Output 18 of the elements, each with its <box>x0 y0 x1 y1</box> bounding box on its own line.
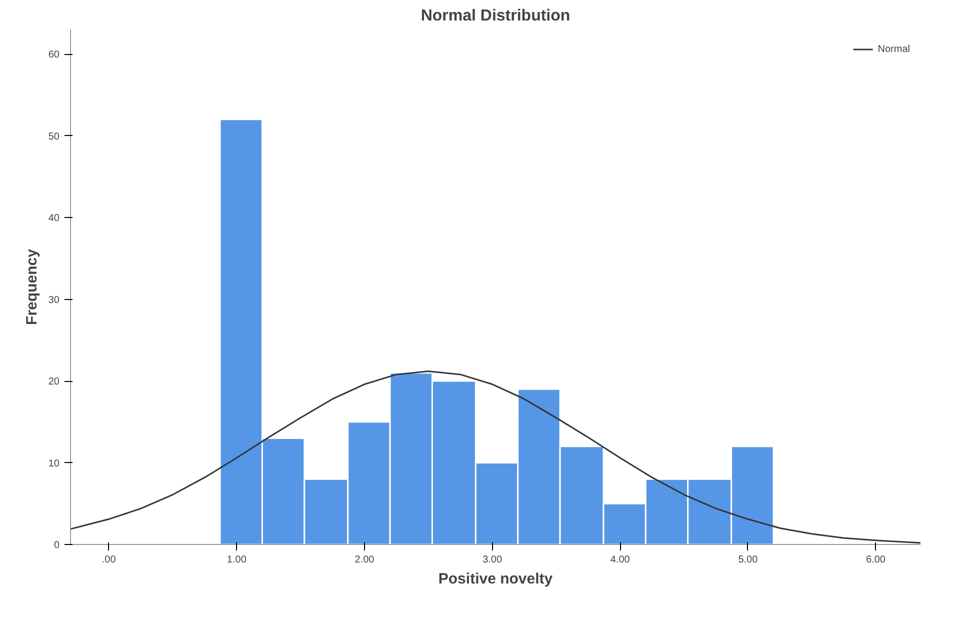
chart-title: Normal Distribution <box>420 8 570 24</box>
x-tick-label: 2.00 <box>354 554 375 566</box>
x-axis-title: Positive novelty <box>438 570 554 588</box>
legend-label: Normal <box>878 44 910 54</box>
x-tick-label: 3.00 <box>482 554 502 566</box>
x-tick-label: 4.00 <box>610 554 630 566</box>
x-tick-label: 5.00 <box>738 554 758 566</box>
y-tick-label: 40 <box>48 213 60 224</box>
x-tick-label: 6.00 <box>866 554 886 566</box>
x-tick-label: 1.00 <box>226 554 247 566</box>
y-tick-label: 10 <box>48 458 60 470</box>
x-tick-label: .00 <box>102 554 116 566</box>
y-tick-label: 20 <box>48 376 60 388</box>
y-tick-label: 30 <box>48 294 60 306</box>
y-tick-label: 60 <box>48 50 60 61</box>
y-axis-title: Frequency <box>23 248 40 325</box>
y-tick-label: 0 <box>54 540 60 551</box>
y-tick-label: 50 <box>48 131 60 142</box>
